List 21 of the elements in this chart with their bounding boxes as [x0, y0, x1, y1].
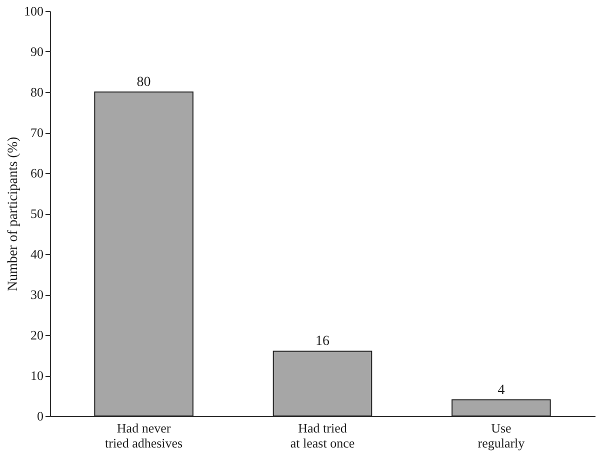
y-tick-label: 0	[37, 408, 44, 424]
y-tick-label: 10	[30, 368, 44, 383]
data-label: 4	[498, 382, 505, 398]
bar	[94, 92, 194, 416]
y-tick-label: 80	[30, 84, 44, 100]
y-tick-label: 70	[30, 125, 44, 140]
data-label: 80	[136, 75, 151, 90]
y-tick-label: 40	[30, 246, 44, 262]
bar	[452, 399, 551, 416]
x-tick-label: Had never tried adhesives	[105, 420, 183, 450]
data-label: 16	[316, 334, 330, 350]
y-tick-label: 60	[30, 166, 44, 180]
x-tick-label: Use regularly	[478, 420, 526, 450]
y-tick-label: 20	[30, 328, 44, 342]
y-tick-label: 100	[24, 4, 44, 18]
y-tick-label: 30	[30, 287, 44, 302]
y-tick-label: 90	[30, 44, 44, 59]
x-tick-label: Had tried at least once	[290, 420, 355, 450]
bar	[272, 350, 372, 416]
y-axis-title: Number of participants (%)	[6, 136, 21, 292]
y-tick-label: 50	[30, 206, 44, 221]
